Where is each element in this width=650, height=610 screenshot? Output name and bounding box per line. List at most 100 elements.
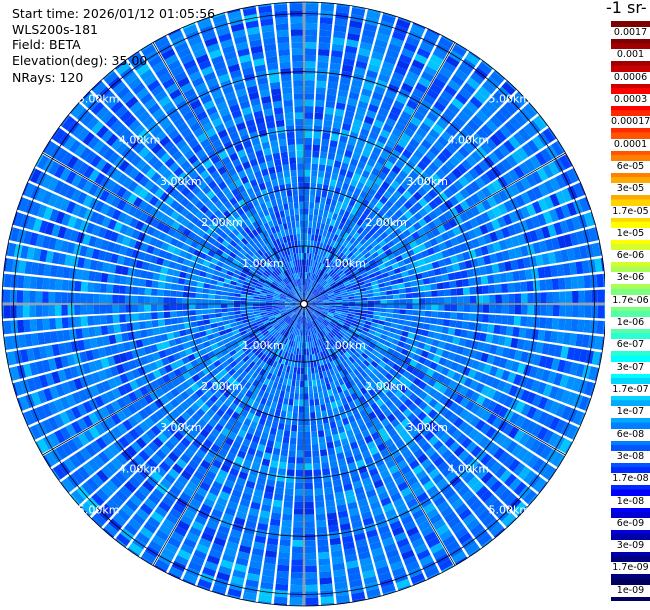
ray-gate [423, 343, 432, 352]
ray-gate [333, 314, 341, 318]
ray-gate [230, 575, 245, 585]
ray-gate [49, 265, 58, 277]
ray-gate [373, 296, 381, 301]
ray-gate [342, 58, 355, 67]
ray-gate [403, 356, 412, 365]
ray-gate [309, 335, 312, 342]
ray-gate [164, 364, 173, 374]
ray-gate [541, 342, 550, 355]
ray-gate [394, 532, 407, 543]
ray-gate [181, 356, 190, 365]
ray-gate [520, 351, 529, 363]
ray-gate [289, 291, 295, 296]
ray-gate [121, 189, 133, 202]
ray-gate [437, 444, 448, 456]
ray-gate [437, 311, 445, 319]
ray-gate [30, 168, 42, 184]
ray-gate [318, 269, 324, 277]
ray-gate [272, 499, 283, 508]
ray-gate [332, 352, 339, 360]
ray-gate [540, 148, 553, 163]
ray-gate [325, 326, 331, 333]
ray-gate [495, 162, 508, 175]
ray-gate [327, 245, 333, 253]
ray-gate [152, 272, 161, 281]
ray-gate [342, 265, 349, 272]
ray-gate [260, 464, 269, 473]
ray-gate [146, 458, 158, 470]
ray-gate [289, 392, 295, 400]
ray-gate [249, 344, 257, 351]
ray-gate [210, 279, 218, 286]
ray-gate [176, 297, 183, 304]
ray-gate [364, 216, 372, 225]
ray-gate [432, 157, 444, 168]
ray-gate [405, 175, 415, 185]
ray-gate [458, 87, 472, 100]
ray-gate [374, 300, 381, 304]
ray-gate [268, 315, 275, 320]
ray-gate [229, 318, 237, 324]
ray-gate [379, 195, 388, 205]
ray-gate [304, 67, 316, 75]
ray-gate [286, 325, 292, 332]
ray-gate [244, 348, 252, 356]
ray-gate [60, 481, 70, 494]
ray-gate [368, 188, 377, 197]
ray-gate [270, 460, 279, 468]
ray-gate [210, 404, 220, 413]
ray-gate [371, 318, 379, 324]
ray-gate [274, 291, 281, 295]
ray-gate [120, 146, 133, 159]
ray-gate [395, 578, 411, 590]
ray-gate [248, 376, 255, 385]
ray-gate [442, 319, 451, 327]
ray-gate [352, 269, 360, 276]
ray-gate [461, 489, 475, 502]
ray-gate [342, 324, 350, 330]
ray-gate [533, 292, 541, 304]
ray-gate [412, 22, 426, 30]
ray-gate [349, 371, 357, 379]
ray-gate [431, 424, 442, 435]
ray-gate [261, 288, 269, 292]
ray-gate [552, 291, 560, 303]
ray-gate [386, 360, 395, 368]
ray-gate [438, 192, 449, 203]
ray-gate [195, 388, 204, 398]
ray-gate [440, 432, 451, 444]
ray-gate [395, 503, 408, 514]
ray-gate [286, 365, 291, 373]
ray-gate [269, 366, 276, 374]
ray-gate [189, 475, 202, 487]
ray-gate [354, 66, 366, 76]
ray-gate [368, 259, 376, 266]
ray-gate [454, 394, 465, 405]
ray-gate [310, 305, 317, 307]
ray-gate [293, 508, 304, 515]
ray-gate [459, 385, 469, 396]
ray-gate [328, 524, 340, 533]
ray-gate [168, 468, 180, 480]
ray-gate [366, 440, 376, 450]
ray-gate [195, 449, 206, 459]
ray-gate [335, 446, 344, 454]
ray-gate [216, 496, 228, 507]
ray-gate [343, 196, 351, 205]
ray-gate [307, 361, 311, 368]
ray-gate [369, 501, 381, 511]
ray-gate [414, 543, 428, 555]
ray-gate [310, 360, 314, 368]
ray-gate [507, 348, 517, 360]
ray-gate [206, 371, 215, 380]
ray-gate [322, 357, 327, 365]
ray-gate [400, 252, 409, 260]
ray-gate [129, 380, 139, 391]
ray-gate [179, 234, 188, 243]
ray-gate [389, 376, 399, 385]
ray-gate [468, 428, 480, 440]
ray-gate [481, 397, 492, 409]
ray-gate [591, 242, 601, 257]
ray-gate [450, 304, 458, 312]
ray-gate [226, 270, 234, 277]
